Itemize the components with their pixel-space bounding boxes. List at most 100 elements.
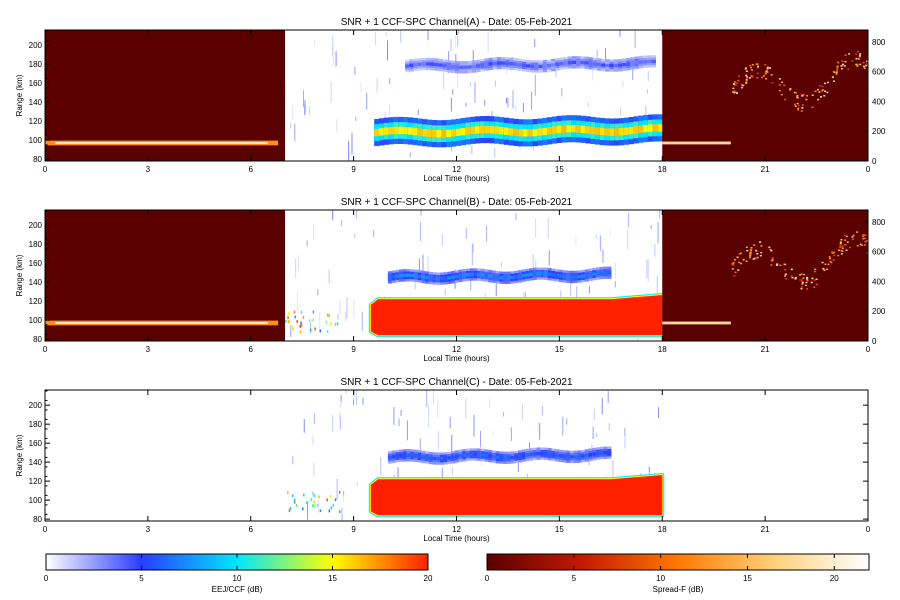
spread-f-cell	[735, 92, 738, 94]
noise-streak	[566, 418, 568, 425]
eej-cell	[607, 451, 612, 455]
eej-cell	[561, 125, 567, 133]
eej-cell	[413, 274, 419, 278]
eej-cell	[454, 454, 460, 459]
noise-streak	[517, 456, 519, 473]
eej-cell	[405, 64, 410, 68]
eej-cell	[628, 126, 635, 135]
noise-streak	[547, 218, 549, 239]
eej-cell	[525, 453, 530, 457]
eej-cell	[562, 274, 567, 279]
spread-f-cell	[811, 106, 814, 109]
noise-streak	[317, 500, 319, 514]
noise-streak	[601, 397, 603, 415]
noise-streak	[292, 104, 294, 121]
colorbar-tick-label: 5	[139, 574, 144, 583]
spread-f-cell	[775, 264, 778, 266]
spread-f-cell	[750, 247, 753, 249]
eej-cell	[501, 61, 506, 65]
spread-f-cell	[852, 238, 855, 241]
spread-f-cell	[753, 257, 756, 260]
eej-cell	[436, 130, 443, 138]
noise-streak	[647, 71, 649, 82]
spread-f-cell	[845, 235, 848, 238]
spread-f-cell	[760, 251, 763, 254]
eej-cell	[451, 275, 456, 279]
spread-f-cell	[749, 255, 752, 257]
panel-c: SNR + 1 CCF-SPC Channel(C) - Date: 05-Fe…	[15, 377, 871, 543]
spread-f-cell	[841, 68, 844, 70]
eej-cell	[484, 273, 489, 278]
spread-f-cell	[796, 96, 799, 99]
spread-f-cell	[733, 275, 736, 277]
right-tick-label: 200	[872, 127, 886, 136]
spread-f-cell	[745, 246, 748, 249]
noise-streak	[470, 81, 472, 88]
eej-cell	[595, 127, 601, 135]
noise-streak	[307, 501, 309, 520]
eej-cell	[480, 63, 485, 67]
spread-f-cell	[837, 62, 840, 64]
noise-streak	[375, 32, 377, 46]
noise-streak	[427, 256, 429, 272]
noise-streak	[612, 459, 614, 481]
spread-f-cell	[753, 244, 756, 246]
noise-streak	[634, 30, 636, 49]
eej-cell	[542, 64, 548, 68]
colorbars-group: 0 5 10 15 20 EEJ/CCF (dB) 0 5 10 15 20 Spread-F (dB…	[44, 553, 870, 594]
noise-streak	[605, 47, 607, 63]
x-axis-label: Local Time (hours)	[423, 534, 490, 543]
noise-streak	[457, 31, 459, 47]
noise-streak	[526, 473, 528, 478]
noise-streak	[303, 90, 305, 107]
spread-f-cell	[844, 60, 847, 63]
x-tick-label: 21	[761, 525, 770, 534]
y-tick-label: 100	[29, 316, 43, 325]
spread-f-cell	[794, 276, 797, 279]
colorbar-eej: 0 5 10 15 20 EEJ/CCF (dB)	[44, 553, 433, 594]
spread-f-cell	[755, 250, 758, 252]
eej-burst	[302, 315, 305, 319]
spread-f-cell	[769, 248, 772, 251]
eej-cell	[584, 273, 590, 278]
night-background	[662, 30, 868, 161]
noise-streak	[427, 30, 429, 41]
x-tick-label: 0	[43, 525, 48, 534]
x-tick-label: 12	[452, 165, 461, 174]
noise-streak	[398, 418, 400, 427]
eej-burst	[295, 504, 298, 507]
noise-streak	[449, 416, 451, 429]
noise-streak	[426, 390, 428, 407]
eej-cell	[499, 455, 504, 460]
eej-cell	[438, 63, 444, 67]
eej-cell	[412, 127, 419, 136]
y-tick-label: 100	[29, 496, 43, 505]
spread-f-cell	[763, 75, 766, 77]
noise-streak	[366, 92, 368, 110]
eej-cell	[503, 276, 508, 280]
eej-burst	[326, 498, 328, 502]
noise-streak	[522, 102, 524, 113]
eej-cell	[526, 64, 531, 68]
noise-streak	[480, 430, 482, 448]
eej-cell	[592, 62, 598, 66]
noise-streak	[304, 104, 306, 115]
eej-burst	[312, 310, 315, 314]
eej-burst	[312, 504, 314, 508]
spread-f-cell	[755, 257, 758, 260]
spread-f-cell	[819, 84, 822, 87]
eej-cell	[509, 62, 515, 66]
noise-streak	[650, 225, 652, 230]
eej-cell	[443, 276, 448, 280]
eej-cell	[470, 126, 476, 134]
spread-f-cell	[784, 263, 787, 266]
noise-streak	[339, 417, 341, 430]
eej-cell	[469, 452, 474, 457]
eej-cell	[536, 451, 541, 456]
noise-streak	[342, 490, 344, 502]
noise-streak	[535, 259, 537, 276]
eej-cell	[465, 273, 471, 277]
noise-streak	[491, 111, 493, 118]
spread-f-cell	[738, 261, 741, 264]
spread-f-cell	[800, 286, 803, 288]
